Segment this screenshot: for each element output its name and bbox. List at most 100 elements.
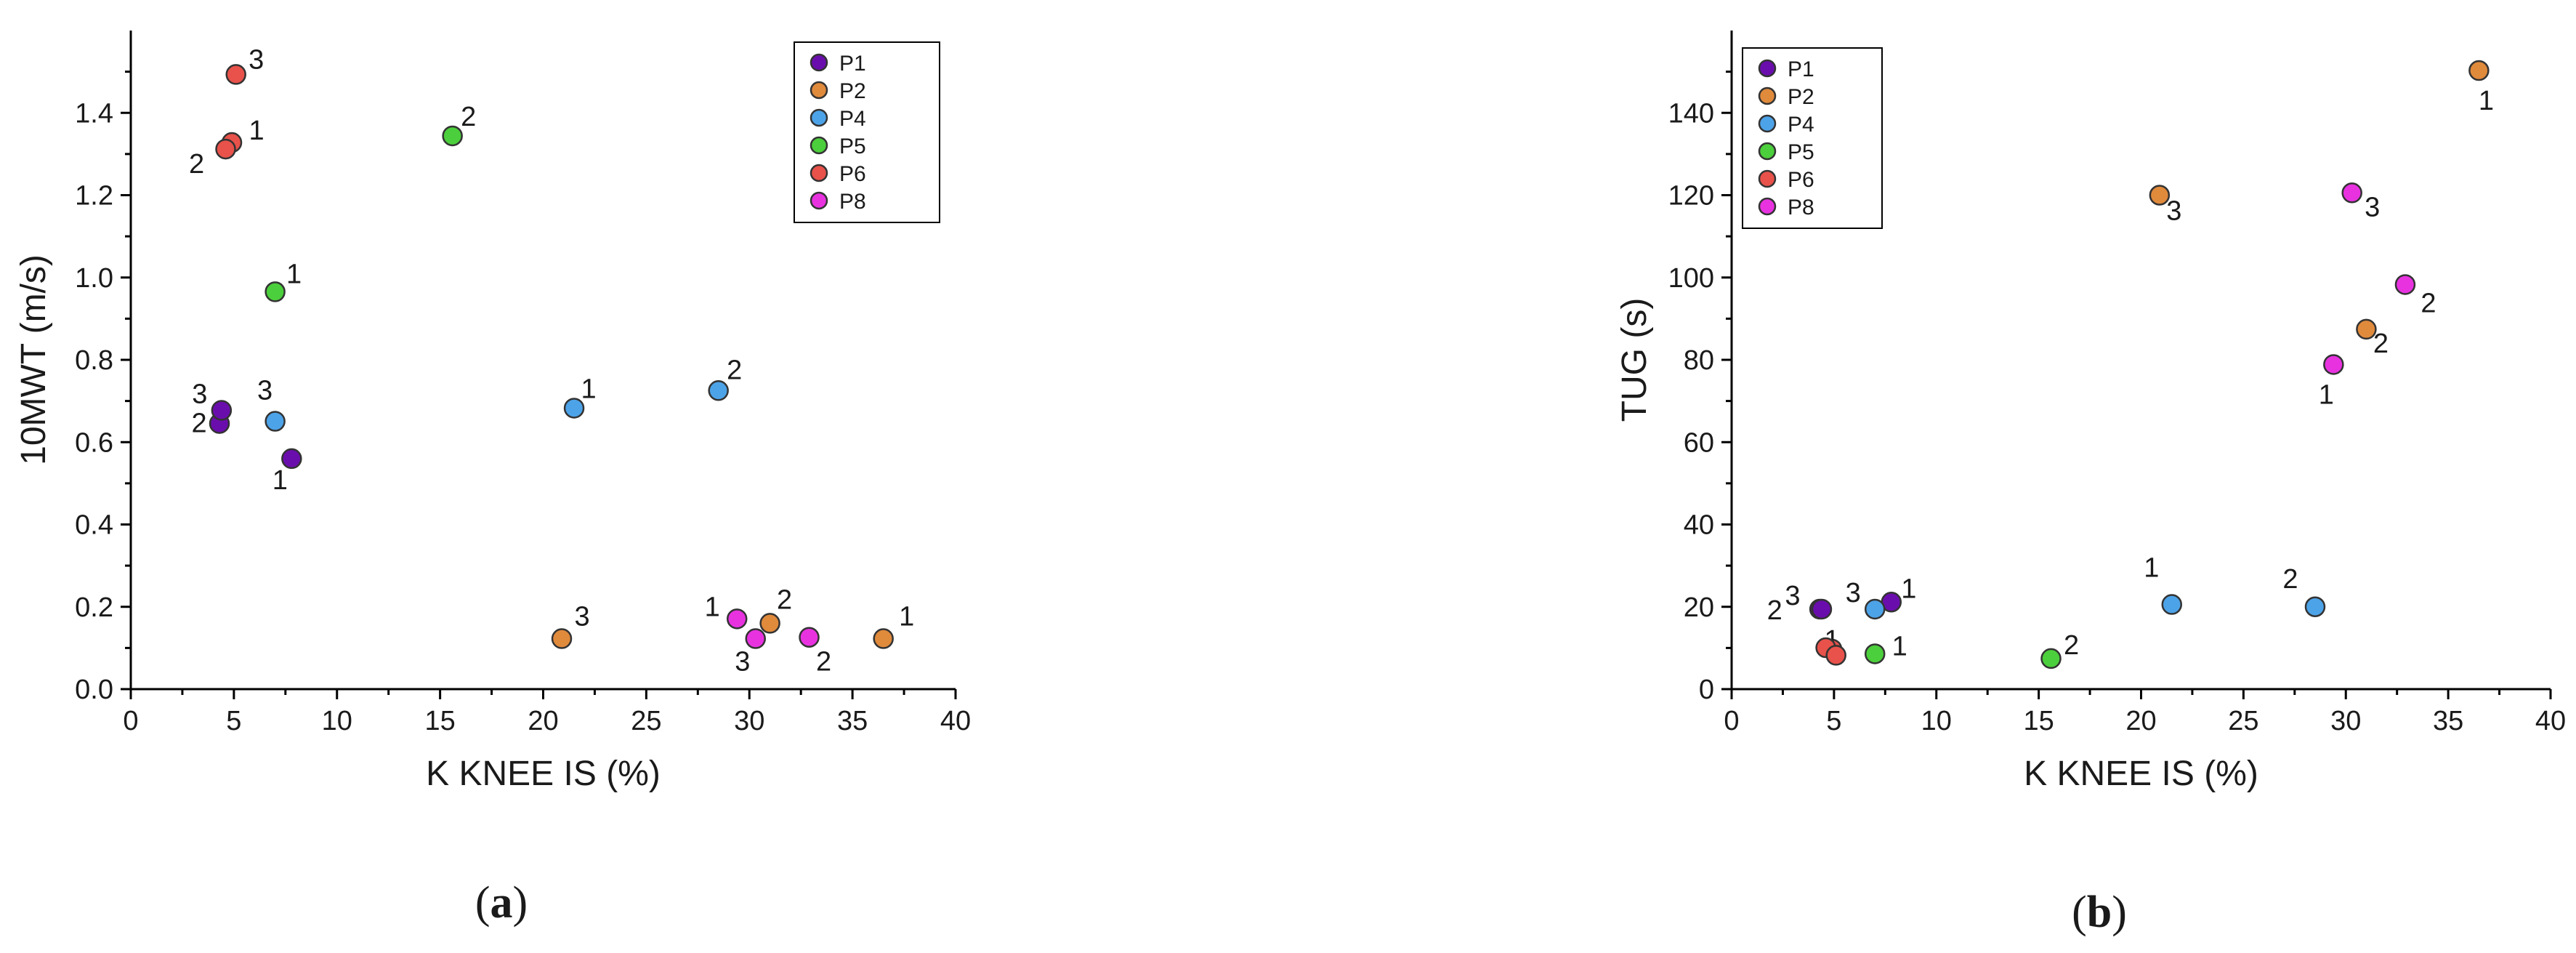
legend-marker [809, 81, 828, 100]
x-tick-label: 40 [2535, 706, 2566, 736]
point-p4-2 [708, 380, 729, 401]
point-label: 3 [192, 379, 207, 409]
point-p4-2 [2304, 596, 2326, 617]
point-p2-3 [2149, 185, 2171, 206]
point-p2-1 [873, 628, 894, 649]
point-p2-1 [2468, 60, 2490, 81]
legend-entry: P1 [1788, 57, 1814, 81]
legend-marker [1758, 87, 1777, 105]
point-p2-2 [759, 613, 780, 634]
x-tick-label: 40 [940, 706, 971, 736]
point-label: 1 [1892, 631, 1907, 662]
legend-entry: P8 [1788, 196, 1814, 220]
legend-marker [809, 136, 828, 155]
legend-marker [809, 108, 828, 127]
point-label: 3 [1846, 578, 1861, 608]
x-tick-label: 15 [2023, 706, 2054, 736]
chart-panel-b: 0 5 10 15 20 25 30 35 40 0 20 40 60 80 100 120 140 K KNEE… [1615, 31, 2566, 937]
point-label: 2 [2064, 630, 2079, 661]
point-label: 2 [191, 409, 206, 439]
legend-entry: P6 [1788, 168, 1814, 192]
x-axis-title: K KNEE IS (%) [426, 755, 661, 793]
point-p1-3 [1811, 598, 1833, 620]
point-label: 2 [727, 355, 742, 385]
point-p6-3 [1825, 645, 1846, 666]
x-tick-label: 5 [226, 706, 241, 736]
legend: P1 P2 P4 P5 P6 P8 [794, 41, 940, 223]
point-label: 3 [1785, 581, 1800, 611]
y-axis-title: 10MWT (m/s) [15, 254, 53, 465]
point-p8-1 [726, 608, 748, 630]
x-tick-label: 35 [2433, 706, 2463, 736]
x-tick-label: 25 [631, 706, 661, 736]
y-tick-label: 140 [1668, 98, 1714, 129]
x-tick-label: 20 [2125, 706, 2156, 736]
chart-panel-a: 0 5 10 15 20 25 30 35 40 0.0 0.2 0.4 0.6 0.8 1.0 1.2 1.4… [15, 31, 971, 928]
point-p8-3 [2341, 182, 2362, 204]
legend-marker [1758, 114, 1777, 133]
point-p8-3 [745, 628, 767, 649]
point-p6-2 [215, 138, 236, 160]
y-axis-title: TUG (s) [1615, 298, 1654, 422]
point-p5-2 [442, 125, 463, 147]
legend-entry: P2 [839, 79, 866, 103]
point-label: 2 [2420, 288, 2436, 318]
point-p1-3 [211, 400, 233, 421]
point-p4-3 [265, 411, 286, 432]
x-tick-label: 20 [528, 706, 558, 736]
legend-marker [809, 53, 828, 72]
legend-marker [809, 191, 828, 210]
legend-entry: P5 [1788, 140, 1814, 164]
point-label: 1 [581, 374, 596, 404]
legend-entry: P4 [839, 107, 866, 131]
y-tick-label: 1.4 [75, 98, 113, 129]
y-tick-label: 100 [1668, 263, 1714, 294]
y-tick-label: 0 [1699, 675, 1714, 705]
point-p4-1 [2161, 594, 2183, 615]
panel-label: (b) [2072, 888, 2127, 937]
legend-marker [1758, 142, 1777, 161]
point-p2-2 [2356, 318, 2377, 340]
x-tick-label: 10 [322, 706, 352, 736]
legend-marker [1758, 169, 1777, 188]
point-label: 2 [1767, 595, 1782, 626]
x-tick-label: 35 [837, 706, 868, 736]
legend-entry: P1 [839, 52, 866, 76]
y-tick-label: 80 [1684, 345, 1714, 376]
y-tick-label: 60 [1684, 427, 1714, 458]
point-p6-3 [225, 64, 246, 85]
point-label: 3 [735, 647, 750, 677]
x-tick-label: 30 [734, 706, 764, 736]
y-tick-label: 0.6 [75, 427, 113, 458]
x-tick-label: 15 [424, 706, 455, 736]
point-p4-3 [1864, 598, 1886, 620]
point-p2-3 [551, 628, 573, 649]
y-tick-label: 1.0 [75, 263, 113, 294]
point-p8-1 [2323, 354, 2344, 375]
point-p4-1 [563, 398, 585, 419]
legend-marker [1758, 59, 1777, 78]
legend-marker [809, 164, 828, 182]
point-p8-2 [2394, 274, 2416, 295]
point-p5-2 [2040, 648, 2062, 669]
panel-label-letter: a [490, 878, 513, 928]
legend-marker [1758, 197, 1777, 216]
y-tick-label: 0.0 [75, 675, 113, 705]
point-label: 1 [2144, 553, 2159, 584]
y-tick-label: 40 [1684, 510, 1714, 541]
y-tick-label: 0.4 [75, 510, 113, 541]
point-label: 1 [705, 592, 720, 622]
y-tick-label: 20 [1684, 592, 1714, 623]
point-label: 2 [189, 149, 204, 180]
point-label: 2 [2282, 564, 2298, 595]
legend-entry: P4 [1788, 113, 1814, 137]
x-tick-label: 25 [2228, 706, 2258, 736]
point-label: 1 [249, 116, 264, 146]
point-label: 1 [2479, 86, 2494, 116]
point-label: 3 [249, 44, 264, 75]
point-p5-1 [265, 281, 286, 302]
point-label: 3 [2166, 196, 2181, 227]
panel-label: (a) [475, 878, 528, 928]
legend-entry: P8 [839, 190, 866, 214]
y-tick-label: 0.8 [75, 345, 113, 376]
